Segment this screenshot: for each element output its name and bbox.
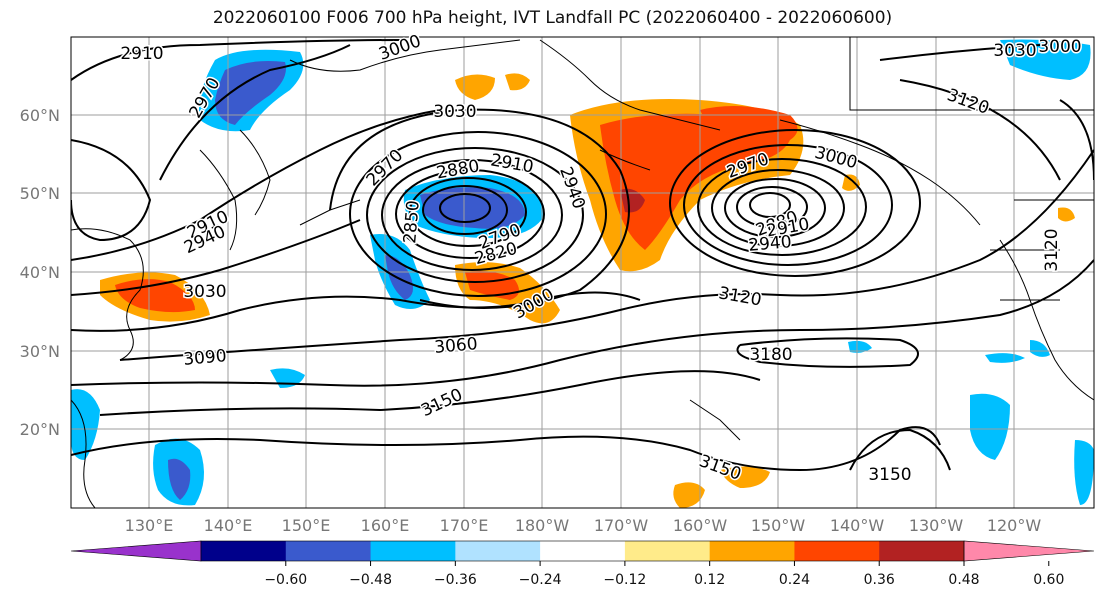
colorbar-segment [540, 541, 626, 561]
height-contours [71, 39, 1094, 472]
lon-label: 160°W [673, 516, 728, 535]
colorbar-segment [455, 541, 541, 561]
contour-label: 3150 [868, 465, 911, 485]
colorbar-tick-label: −0.12 [603, 572, 646, 588]
colorbar-tick-label: 0.24 [779, 572, 810, 588]
map-frame [70, 36, 1095, 509]
colorbar-segment [879, 541, 965, 561]
contour-label: 3000 [1038, 37, 1081, 57]
lon-label: 130°E [125, 516, 174, 535]
contour-label: 3120 [944, 85, 991, 119]
lon-label: 130°W [909, 516, 964, 535]
colorbar [70, 540, 1095, 562]
colorbar-tick-label: 0.48 [948, 572, 979, 588]
lat-label: 30°N [20, 342, 60, 361]
lon-label: 160°E [361, 516, 410, 535]
lat-label: 40°N [20, 263, 60, 282]
colorbar-segment [794, 541, 880, 561]
colorbar-tick-label: −0.24 [519, 572, 562, 588]
latitude-labels: 60°N 50°N 40°N 30°N 20°N [20, 106, 60, 439]
contour-label: 2910 [120, 44, 163, 64]
contour-label: 3060 [434, 334, 479, 358]
contour-label: 2850 [400, 200, 424, 245]
colorbar-tick-labels: −0.60 −0.48 −0.36 −0.24 −0.12 0.12 0.24 0.36 0.4… [264, 561, 1064, 588]
contour-label: 3150 [696, 451, 743, 485]
contour-label: 2940 [748, 232, 793, 256]
colorbar-segment [709, 541, 795, 561]
contour-label: 3090 [183, 346, 228, 370]
colorbar-segment [624, 541, 711, 561]
lon-label: 170°W [594, 516, 649, 535]
lon-label: 170°E [440, 516, 489, 535]
colorbar-segment [70, 540, 202, 562]
contour-label: 3000 [376, 31, 423, 65]
colorbar-tick-label: 0.36 [864, 572, 895, 588]
colorbar-tick-label: 0.60 [1033, 572, 1064, 588]
colorbar-tick-label: −0.48 [349, 572, 392, 588]
contour-label: 3120 [717, 283, 763, 310]
contour-label: 3030 [993, 41, 1036, 61]
colorbar-tick-label: −0.60 [264, 572, 307, 588]
lat-label: 20°N [20, 420, 60, 439]
colorbar-segment [201, 541, 287, 561]
lon-label: 150°W [751, 516, 806, 535]
lon-label: 180°W [515, 516, 570, 535]
lon-label: 140°E [204, 516, 253, 535]
contour-label: 3150 [418, 385, 466, 421]
lon-label: 120°W [987, 516, 1042, 535]
colorbar-segment [370, 541, 456, 561]
contour-label: 3030 [433, 102, 476, 122]
contour-label: 3000 [813, 143, 860, 174]
colorbar-segment [285, 541, 372, 561]
contour-label: 3120 [1042, 228, 1062, 271]
map-title: 2022060100 F006 700 hPa height, IVT Land… [212, 8, 893, 28]
longitude-labels: 130°E 140°E 150°E 160°E 170°E 180°W 170°… [125, 516, 1042, 535]
colorbar-tick-label: 0.12 [694, 572, 725, 588]
contour-label: 3180 [749, 345, 792, 365]
colorbar-tick-label: −0.36 [434, 572, 477, 588]
colorbar-segment [963, 540, 1095, 562]
contour-label: 3030 [183, 282, 226, 302]
lat-label: 60°N [20, 106, 60, 125]
lon-label: 140°W [830, 516, 885, 535]
lat-label: 50°N [20, 184, 60, 203]
lon-label: 150°E [282, 516, 331, 535]
ivt-shading [71, 39, 1094, 508]
gridlines [71, 37, 1094, 508]
